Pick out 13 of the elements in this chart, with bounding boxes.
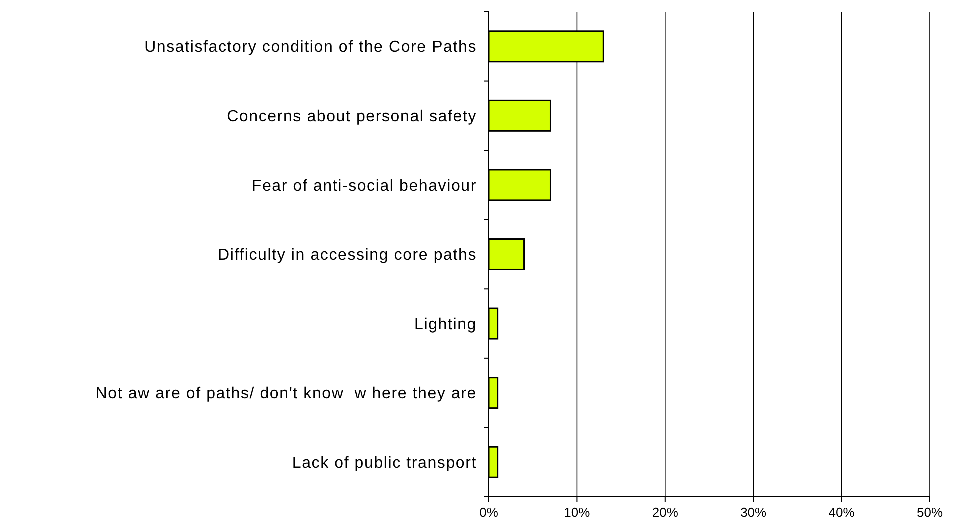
y-tick-label: Lighting (414, 316, 477, 334)
y-tick-label: Concerns about personal safety (227, 108, 477, 126)
x-tick-label: 40% (828, 505, 856, 520)
x-tick-label: 0% (480, 505, 499, 520)
y-tick-label: Fear of anti-social behaviour (252, 178, 477, 195)
x-tick-label: 30% (740, 505, 768, 520)
y-tick-label: Unsatisfactory condition of the Core Paths (144, 39, 477, 56)
x-tick-label: 10% (564, 505, 591, 520)
x-tick-label: 50% (916, 505, 944, 520)
y-tick-label: Lack of public transport (292, 454, 477, 472)
x-tick-label: 20% (652, 505, 679, 520)
y-tick-label: Difficulty in accessing core paths (218, 247, 477, 264)
y-tick-label: Not aw are of paths/ don't know w here they are (96, 386, 477, 403)
